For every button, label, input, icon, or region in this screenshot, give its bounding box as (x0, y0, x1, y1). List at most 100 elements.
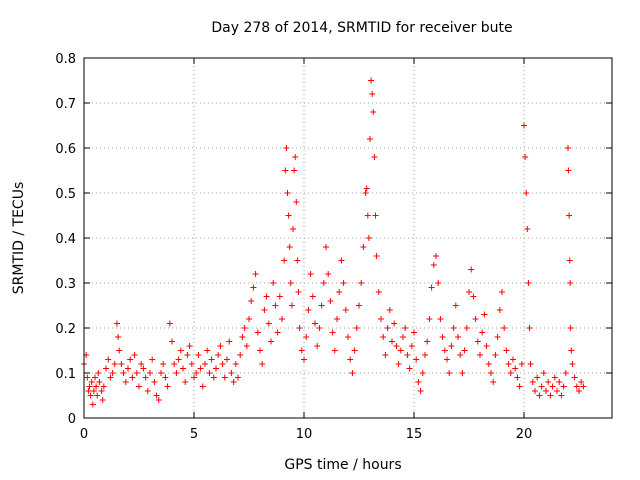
data-point (276, 293, 283, 300)
data-point (291, 167, 298, 174)
data-point (237, 352, 244, 358)
data-point (382, 352, 389, 358)
data-point (131, 352, 138, 358)
data-point (334, 316, 340, 322)
data-point (459, 370, 466, 376)
data-point (558, 392, 565, 399)
data-point (120, 370, 127, 376)
data-point (516, 383, 523, 390)
data-point (138, 361, 145, 367)
data-point (523, 190, 530, 196)
data-point (129, 374, 136, 381)
data-point (347, 356, 354, 363)
data-point (307, 271, 314, 277)
data-point (565, 167, 572, 174)
data-point (235, 374, 241, 381)
data-point (254, 329, 261, 336)
data-point (210, 374, 217, 381)
data-point (435, 280, 442, 286)
data-point (342, 307, 349, 313)
data-point (562, 370, 569, 376)
data-point (340, 280, 347, 286)
data-point (345, 334, 351, 340)
data-point (338, 257, 345, 264)
data-point (288, 302, 295, 309)
data-point (474, 338, 481, 345)
data-point (422, 352, 428, 358)
data-point (95, 370, 102, 376)
data-point (353, 325, 360, 331)
points-layer (81, 77, 587, 408)
data-point (547, 392, 554, 399)
data-point (408, 343, 415, 349)
data-point (184, 352, 191, 358)
data-point (230, 379, 237, 385)
data-point (566, 257, 573, 264)
data-point (177, 347, 184, 354)
data-point (424, 338, 431, 345)
data-point (368, 77, 375, 84)
data-point (171, 361, 178, 367)
data-point (578, 379, 585, 385)
data-point (415, 379, 422, 385)
data-point (568, 347, 575, 354)
data-point (182, 379, 189, 385)
data-point (538, 383, 545, 390)
data-point (270, 280, 277, 286)
data-point (94, 392, 101, 399)
data-point (514, 374, 521, 381)
y-tick-label: 0 (68, 412, 76, 427)
data-point (261, 307, 268, 313)
data-point (536, 392, 543, 399)
data-point (199, 383, 206, 390)
data-point (521, 122, 527, 129)
y-tick-label: 0.2 (55, 322, 76, 337)
data-point (566, 212, 573, 219)
data-point (413, 356, 420, 363)
data-point (522, 154, 529, 160)
data-point (372, 212, 379, 219)
data-point (534, 374, 541, 381)
data-point (142, 374, 149, 381)
data-point (384, 325, 391, 331)
data-point (88, 379, 95, 385)
data-point (175, 356, 182, 363)
data-point (217, 343, 224, 349)
data-point (92, 374, 98, 381)
data-point (393, 343, 400, 349)
data-point (282, 167, 289, 174)
data-point (281, 257, 288, 264)
data-point (505, 361, 512, 367)
data-point (485, 361, 492, 367)
data-point (169, 338, 175, 345)
y-tick-label: 0.1 (55, 367, 76, 382)
data-point (116, 347, 123, 354)
data-point (525, 280, 532, 286)
x-tick-label: 15 (406, 427, 423, 442)
data-point (164, 383, 171, 390)
chart-title: Day 278 of 2014, SRMTID for receiver but… (211, 20, 512, 36)
data-point (375, 289, 382, 295)
y-tick-label: 0.7 (55, 97, 76, 112)
data-point (89, 401, 96, 408)
data-point (524, 226, 531, 232)
data-point (263, 293, 270, 300)
data-point (499, 289, 505, 295)
data-point (543, 388, 549, 394)
data-point (274, 329, 281, 336)
data-point (378, 316, 384, 322)
data-point (162, 374, 169, 381)
data-point (221, 374, 228, 381)
data-point (147, 370, 153, 376)
data-point (507, 370, 514, 376)
data-point (206, 370, 213, 376)
data-point (208, 356, 215, 363)
data-point (580, 383, 587, 390)
data-point (479, 329, 486, 336)
data-point (96, 379, 103, 385)
data-point (439, 334, 446, 340)
data-point (98, 388, 105, 394)
data-point (329, 329, 336, 336)
data-point (364, 212, 371, 219)
data-point (518, 361, 525, 367)
